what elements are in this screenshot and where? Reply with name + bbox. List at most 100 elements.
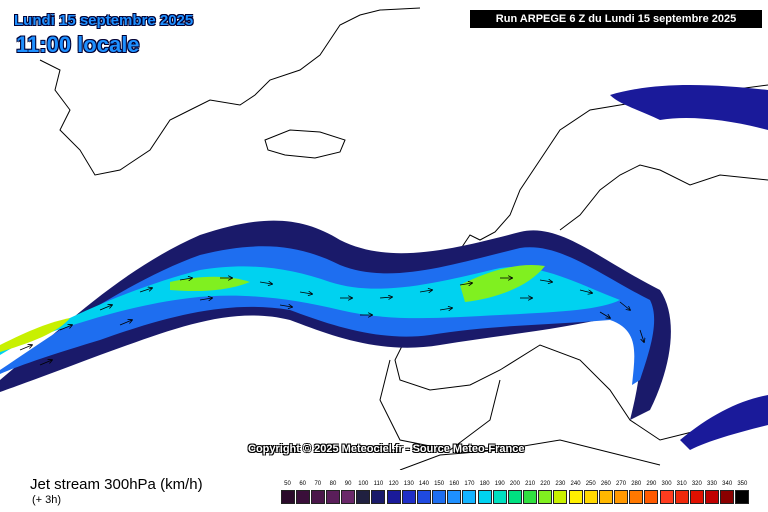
legend-item: 70 bbox=[310, 480, 325, 504]
legend-item: 120 bbox=[386, 480, 401, 504]
legend-swatch bbox=[325, 490, 340, 504]
color-legend: 50 60 70 80 90 100 110 120 130 140 150 160 170 180 190… bbox=[280, 480, 750, 508]
legend-label: 150 bbox=[434, 481, 445, 487]
legend-swatch bbox=[568, 490, 583, 504]
legend-label: 330 bbox=[707, 481, 718, 487]
legend-swatch bbox=[614, 490, 629, 504]
legend-item: 60 bbox=[295, 480, 310, 504]
legend-swatch bbox=[659, 490, 674, 504]
legend-swatch bbox=[310, 490, 325, 504]
legend-label: 100 bbox=[358, 481, 369, 487]
legend-label: 180 bbox=[479, 481, 490, 487]
legend-item: 80 bbox=[325, 480, 340, 504]
legend-item: 340 bbox=[720, 480, 735, 504]
legend-item: 320 bbox=[689, 480, 704, 504]
legend-item: 50 bbox=[280, 480, 295, 504]
legend-item: 150 bbox=[432, 480, 447, 504]
legend-label: 310 bbox=[676, 481, 687, 487]
legend-item: 200 bbox=[507, 480, 522, 504]
legend-label: 240 bbox=[570, 481, 581, 487]
legend-swatch bbox=[674, 490, 689, 504]
baltic-coastline bbox=[559, 164, 768, 231]
greenland-coastline bbox=[39, 7, 421, 176]
legend-swatch bbox=[583, 490, 598, 504]
legend-label: 220 bbox=[540, 481, 551, 487]
legend-swatch bbox=[720, 490, 735, 504]
legend-label: 110 bbox=[373, 481, 384, 487]
legend-item: 300 bbox=[659, 480, 674, 504]
legend-item: 310 bbox=[674, 480, 689, 504]
legend-label: 280 bbox=[631, 481, 642, 487]
legend-swatch bbox=[462, 490, 477, 504]
jet-band-northeast bbox=[610, 85, 768, 130]
legend-item: 140 bbox=[416, 480, 431, 504]
legend-label: 210 bbox=[525, 481, 536, 487]
legend-label: 80 bbox=[329, 481, 337, 487]
legend-label: 170 bbox=[464, 481, 475, 487]
legend-item: 270 bbox=[614, 480, 629, 504]
legend-label: 190 bbox=[494, 481, 505, 487]
footer: Jet stream 300hPa (km/h) (+ 3h) 50 60 70 80… bbox=[0, 470, 768, 512]
legend-swatch bbox=[538, 490, 553, 504]
legend-label: 350 bbox=[737, 481, 748, 487]
legend-swatch bbox=[598, 490, 613, 504]
field-title: Jet stream 300hPa (km/h) bbox=[30, 476, 203, 493]
legend-item: 180 bbox=[477, 480, 492, 504]
legend-label: 130 bbox=[403, 481, 414, 487]
jet-stream-map bbox=[0, 7, 768, 470]
legend-label: 340 bbox=[722, 481, 733, 487]
forecast-time: 11:00 locale bbox=[16, 32, 140, 57]
legend-label: 50 bbox=[284, 481, 291, 487]
run-info: Run ARPEGE 6 Z du Lundi 15 septembre 202… bbox=[470, 10, 762, 28]
legend-swatch bbox=[629, 490, 644, 504]
legend-item: 350 bbox=[735, 480, 750, 504]
legend-label: 300 bbox=[661, 481, 672, 487]
legend-item: 210 bbox=[523, 480, 538, 504]
legend-swatch bbox=[447, 490, 462, 504]
legend-swatch bbox=[341, 490, 356, 504]
legend-swatch bbox=[432, 490, 447, 504]
jet-band-southeast bbox=[680, 395, 768, 450]
legend-item: 250 bbox=[583, 480, 598, 504]
legend-item: 240 bbox=[568, 480, 583, 504]
legend-item: 290 bbox=[644, 480, 659, 504]
legend-label: 200 bbox=[509, 481, 520, 487]
iceland-coastline bbox=[264, 129, 346, 159]
africa-coastline bbox=[399, 439, 661, 470]
legend-swatch bbox=[553, 490, 568, 504]
legend-label: 250 bbox=[585, 481, 596, 487]
legend-label: 140 bbox=[418, 481, 429, 487]
legend-item: 90 bbox=[341, 480, 356, 504]
legend-item: 220 bbox=[538, 480, 553, 504]
legend-item: 110 bbox=[371, 480, 386, 504]
legend-label: 320 bbox=[691, 481, 702, 487]
legend-item: 100 bbox=[356, 480, 371, 504]
legend-swatch bbox=[401, 490, 416, 504]
legend-swatch bbox=[416, 490, 431, 504]
iberia-coastline bbox=[379, 359, 501, 451]
legend-label: 230 bbox=[555, 481, 566, 487]
legend-swatch bbox=[705, 490, 720, 504]
legend-label: 290 bbox=[646, 481, 657, 487]
legend-item: 130 bbox=[401, 480, 416, 504]
legend-label: 120 bbox=[388, 481, 399, 487]
legend-label: 70 bbox=[314, 481, 322, 487]
legend-swatch bbox=[644, 490, 659, 504]
legend-swatch bbox=[371, 490, 386, 504]
legend-swatch bbox=[386, 490, 401, 504]
legend-item: 260 bbox=[598, 480, 613, 504]
forecast-offset: (+ 3h) bbox=[32, 494, 62, 506]
legend-label: 60 bbox=[299, 481, 306, 487]
copyright-text: Copyright © 2025 Meteociel.fr - Source M… bbox=[248, 443, 525, 455]
jet-band-peak-east bbox=[460, 264, 545, 302]
jet-band-peak-west bbox=[0, 318, 70, 352]
legend-label: 260 bbox=[600, 481, 611, 487]
forecast-date: Lundi 15 septembre 2025 bbox=[14, 12, 194, 29]
legend-item: 170 bbox=[462, 480, 477, 504]
legend-label: 270 bbox=[616, 481, 627, 487]
legend-item: 280 bbox=[629, 480, 644, 504]
legend-item: 330 bbox=[705, 480, 720, 504]
legend-swatch bbox=[735, 490, 750, 504]
legend-swatch bbox=[507, 490, 522, 504]
